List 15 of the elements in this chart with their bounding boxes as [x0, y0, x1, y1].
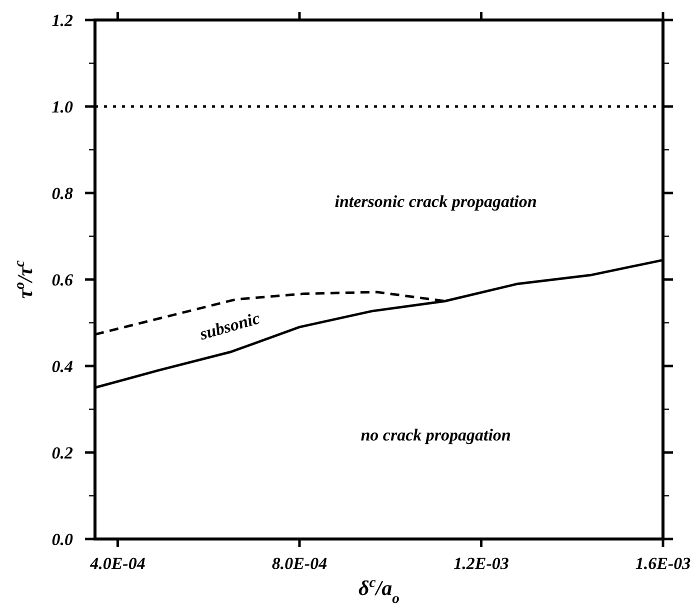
y-tick-label: 0.2 — [52, 444, 74, 462]
x-tick-label: 4.0E-04 — [89, 554, 146, 573]
x-tick-label: 1.6E-03 — [635, 554, 692, 573]
y-tick-label: 1.0 — [52, 98, 74, 116]
y-tick-label: 0.0 — [52, 530, 74, 549]
y-tick-label: 0.6 — [52, 270, 74, 290]
x-tick-label: 8.0E-04 — [272, 554, 328, 573]
y-tick-label: 0.8 — [52, 184, 74, 203]
y-tick-label: 0.4 — [52, 357, 73, 376]
x-tick-label: 1.2E-03 — [454, 554, 510, 573]
annotation: subsonic — [196, 308, 262, 344]
annotation: no crack propagation — [360, 425, 511, 444]
y-tick-label: 1.2 — [52, 11, 74, 30]
x-axis-title: δ$^{c}$/a$_{o}$ — [358, 575, 400, 607]
annotation: intersonic crack propagation — [334, 192, 537, 211]
